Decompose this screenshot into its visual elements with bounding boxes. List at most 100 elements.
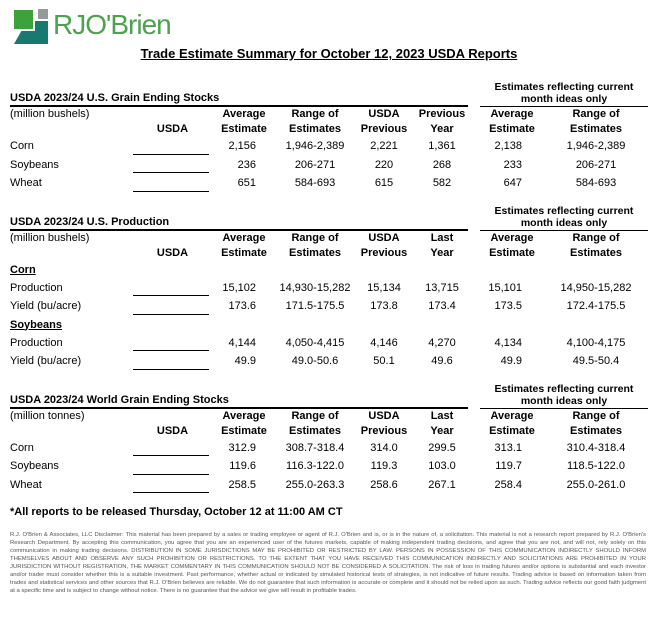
- header-current-average: Estimate: [489, 123, 535, 135]
- table-row-soybeans-yield: Yield (bu/acre) 49.9 49.0-50.6 50.1 49.6…: [10, 352, 648, 371]
- note-line-1: Estimates reflecting current: [494, 382, 634, 395]
- row-label: Production: [10, 281, 63, 294]
- section-title: USDA 2023/24 U.S. Grain Ending Stocks: [10, 92, 468, 107]
- row-label: Corn: [10, 140, 34, 152]
- header-range: Range of: [291, 409, 339, 422]
- header-usda-previous: Previous: [360, 424, 408, 437]
- row-label: Wheat: [10, 177, 42, 189]
- table-us-grain-ending-stocks: USDA 2023/24 U.S. Grain Ending Stocks Es…: [10, 80, 648, 193]
- header-current-average: Average: [490, 409, 534, 422]
- current-month-note: Estimates reflecting current month ideas…: [480, 81, 648, 107]
- usda-writein-blank: [133, 473, 209, 475]
- row-label: Production: [10, 336, 63, 349]
- header-average: Average: [222, 108, 266, 120]
- last-year-value: 13,715: [425, 281, 459, 294]
- current-avg-estimate-value: 313.1: [494, 441, 522, 454]
- previous-year-value: 268: [432, 158, 452, 171]
- avg-estimate-value: 15,102: [222, 281, 256, 294]
- header-last-year: Last: [430, 409, 454, 422]
- table-row-corn-yield: Yield (bu/acre) 173.6 171.5-175.5 173.8 …: [10, 297, 648, 316]
- current-avg-estimate-value: 4,134: [494, 336, 522, 349]
- column-header-row-2: USDA Estimate Estimates Previous Year Es…: [10, 246, 648, 261]
- table-row-soybeans: Soybeans 236 206-271 220 268 233 206-271: [10, 156, 648, 175]
- avg-estimate-value: 651: [237, 177, 256, 189]
- current-avg-estimate-value: 49.9: [500, 355, 522, 367]
- header-usda: USDA: [156, 246, 189, 259]
- header-range: Estimates: [289, 424, 341, 437]
- header-usda-previous: USDA: [368, 108, 400, 120]
- note-line-2: month ideas only: [520, 216, 608, 229]
- table-row-wheat: Wheat 258.5 255.0-263.3 258.6 267.1 258.…: [10, 476, 648, 495]
- unit-label: (million bushels): [10, 231, 90, 244]
- current-avg-estimate-value: 233: [503, 158, 522, 171]
- header-previous-year: Year: [430, 123, 454, 135]
- last-year-value: 4,270: [428, 336, 456, 349]
- group-row-soybeans: Soybeans: [10, 316, 648, 334]
- usda-writein-blank: [133, 190, 209, 192]
- column-header-row-1: (million bushels) Average Range of USDA …: [10, 231, 648, 246]
- row-label: Soybeans: [10, 158, 59, 171]
- row-label: Yield (bu/acre): [10, 355, 82, 367]
- previous-year-value: 1,361: [428, 140, 456, 152]
- header-average: Estimate: [221, 246, 267, 259]
- usda-previous-value: 4,146: [370, 336, 398, 349]
- table-row-wheat: Wheat 651 584-693 615 582 647 584-693: [10, 174, 648, 193]
- usda-writein-blank: [133, 153, 209, 155]
- note-line-2: month ideas only: [520, 93, 608, 105]
- note-line-1: Estimates reflecting current: [494, 204, 634, 217]
- current-range-estimates-value: 255.0-261.0: [566, 478, 626, 491]
- range-estimates-value: 4,050-4,415: [285, 336, 345, 349]
- range-estimates-value: 1,946-2,389: [285, 140, 345, 152]
- rjobrien-logo-icon: [12, 8, 48, 44]
- brand-name: RJO'Brien: [53, 9, 172, 40]
- current-avg-estimate-value: 15,101: [488, 281, 522, 294]
- avg-estimate-value: 4,144: [228, 336, 256, 349]
- header-average: Estimate: [221, 123, 267, 135]
- header-usda-previous: Previous: [360, 123, 408, 135]
- current-range-estimates-value: 14,950-15,282: [560, 281, 632, 294]
- usda-writein-blank: [133, 492, 209, 493]
- usda-previous-value: 173.8: [370, 300, 398, 312]
- header-current-range: Estimates: [570, 123, 622, 135]
- last-year-value: 49.6: [431, 355, 453, 367]
- current-range-estimates-value: 172.4-175.5: [566, 300, 626, 312]
- usda-writein-blank: [133, 295, 209, 296]
- current-month-note: Estimates reflecting current month ideas…: [480, 205, 648, 231]
- usda-writein-blank: [133, 172, 209, 173]
- header-current-range: Estimates: [570, 424, 622, 437]
- last-year-value: 299.5: [428, 441, 456, 454]
- table-row-soybeans-production: Production 4,144 4,050-4,415 4,146 4,270…: [10, 334, 648, 353]
- usda-previous-value: 220: [374, 158, 394, 171]
- last-year-value: 267.1: [428, 478, 456, 491]
- usda-previous-value: 615: [374, 177, 394, 189]
- current-range-estimates-value: 118.5-122.0: [567, 460, 625, 472]
- release-footnote: *All reports to be released Thursday, Oc…: [10, 506, 343, 518]
- table-pre-header: USDA 2023/24 World Grain Ending Stocks E…: [10, 382, 648, 409]
- group-label: Soybeans: [10, 318, 62, 331]
- legal-disclaimer: R.J. O'Brien & Associates, LLC Disclaime…: [10, 532, 646, 594]
- usda-previous-value: 314.0: [370, 441, 398, 454]
- last-year-value: 103.0: [428, 460, 456, 472]
- column-header-row-1: (million tonnes) Average Range of USDA L…: [10, 409, 648, 424]
- header-range: Range of: [291, 231, 339, 244]
- header-last-year: Year: [430, 424, 454, 437]
- unit-label: (million bushels): [10, 108, 90, 120]
- table-pre-header: USDA 2023/24 U.S. Grain Ending Stocks Es…: [10, 80, 648, 107]
- logo-green-square: [12, 8, 35, 31]
- header-last-year: Year: [430, 246, 454, 259]
- current-range-estimates-value: 4,100-4,175: [566, 336, 626, 349]
- current-range-estimates-value: 49.5-50.4: [572, 355, 620, 367]
- note-line-2: month ideas only: [520, 394, 608, 407]
- avg-estimate-value: 2,156: [228, 140, 256, 152]
- section-title: USDA 2023/24 U.S. Production: [10, 216, 468, 231]
- current-range-estimates-value: 310.4-318.4: [566, 441, 626, 454]
- range-estimates-value: 584-693: [294, 177, 336, 189]
- header-average: Estimate: [221, 424, 267, 437]
- usda-writein-blank: [133, 368, 209, 370]
- previous-year-value: 582: [432, 177, 452, 189]
- header-usda-previous: Previous: [360, 246, 408, 259]
- note-line-1: Estimates reflecting current: [494, 81, 634, 93]
- header-previous-year: Previous: [418, 108, 466, 120]
- range-estimates-value: 49.0-50.6: [291, 355, 339, 367]
- usda-previous-value: 50.1: [373, 355, 395, 367]
